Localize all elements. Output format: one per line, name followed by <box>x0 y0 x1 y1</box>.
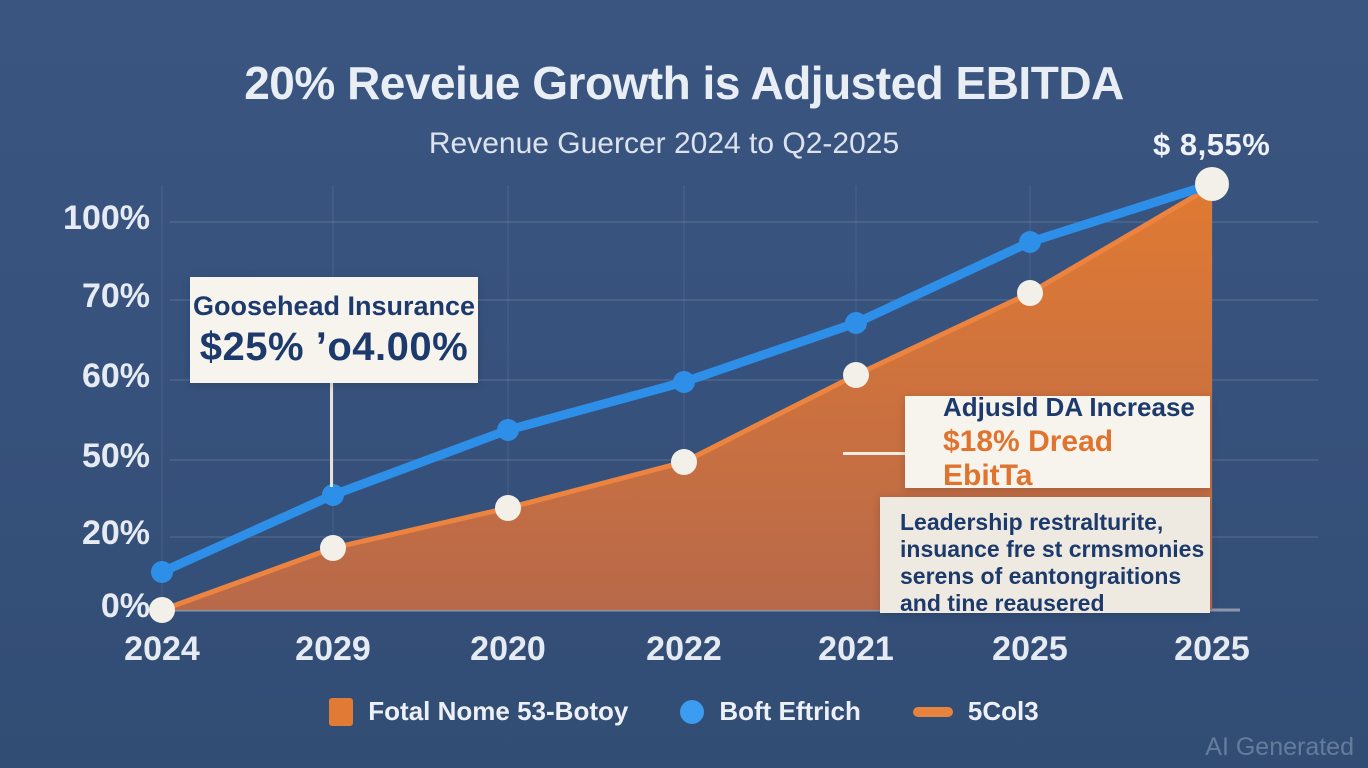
line-point-dot <box>845 312 867 334</box>
adjusted-callout-connector <box>843 452 905 455</box>
chart-legend: Fotal Nome 53-Botoy Boft Eftrich 5Col3 <box>0 696 1368 727</box>
area-point-dot <box>149 597 175 623</box>
x-axis-tick-label: 2025 <box>1174 630 1250 668</box>
end-point-dot <box>1195 167 1229 201</box>
y-axis-tick-label: 20% <box>81 514 150 552</box>
adjusted-callout-title: Adjusld DA Increase <box>943 391 1195 422</box>
goosehead-callout-title: Goosehead Insurance <box>192 290 476 321</box>
y-axis-tick-label: 60% <box>81 357 150 395</box>
area-point-dot <box>671 449 697 475</box>
blue-circle-swatch-icon <box>680 699 705 724</box>
chart-title: 20% Reveiue Growth is Adjusted EBITDA <box>244 57 1124 109</box>
area-point-dot <box>843 362 869 388</box>
legend-label: Fotal Nome 53-Botoy <box>368 696 629 726</box>
leadership-note-box: Leadership restralturite, insuance fre s… <box>880 497 1210 616</box>
x-axis-tick-label: 2024 <box>124 630 200 668</box>
area-point-dot <box>1017 280 1043 306</box>
note-line: serens of eantongraitions <box>900 563 1182 589</box>
x-axis-tick-label: 2025 <box>992 630 1068 668</box>
y-axis-tick-label: 0% <box>100 587 150 625</box>
y-axis-tick-label: 100% <box>63 199 150 237</box>
legend-item-line: Boft Eftrich <box>680 696 861 727</box>
y-axis-tick-label: 70% <box>81 277 150 315</box>
peak-value-label: $ 8,55% <box>1153 127 1271 162</box>
line-point-dot <box>151 561 173 583</box>
goosehead-callout-value: $25% ʼo4.00% <box>199 324 469 369</box>
legend-item-dash: 5Col3 <box>912 696 1039 727</box>
x-axis-tick-label: 2029 <box>295 630 371 668</box>
goosehead-callout-box: Goosehead Insurance $25% ʼo4.00% <box>190 277 478 383</box>
orange-dash-swatch-icon <box>912 706 953 717</box>
legend-label: Boft Eftrich <box>719 696 861 726</box>
note-line: insuance fre st crmsmonies <box>900 536 1205 562</box>
x-axis-tick-label: 2020 <box>470 630 546 668</box>
area-point-dot <box>495 495 521 521</box>
legend-label: 5Col3 <box>967 696 1039 726</box>
x-axis-tick-label: 2022 <box>646 630 722 668</box>
line-point-dot <box>497 419 519 441</box>
adjusted-ebitda-callout-box: Adjusld DA Increase $18% Dread EbitTa <box>905 392 1210 492</box>
goosehead-callout-connector <box>330 383 333 487</box>
line-point-dot <box>322 484 344 506</box>
note-line: Leadership restralturite, <box>900 509 1164 535</box>
y-axis-tick-label: 50% <box>81 437 150 475</box>
line-point-dot <box>673 371 695 393</box>
chart-subtitle: Revenue Guercer 2024 to Q2-2025 <box>428 127 900 160</box>
area-point-dot <box>320 535 346 561</box>
adjusted-callout-value: $18% Dread EbitTa <box>943 424 1114 492</box>
x-axis-tick-label: 2021 <box>818 630 894 668</box>
line-point-dot <box>1019 231 1041 253</box>
orange-square-swatch-icon <box>329 697 354 726</box>
ai-generated-watermark: AI Generated <box>1205 733 1354 761</box>
legend-item-total: Fotal Nome 53-Botoy <box>329 696 628 727</box>
note-line: and tine reausered <box>900 590 1105 616</box>
